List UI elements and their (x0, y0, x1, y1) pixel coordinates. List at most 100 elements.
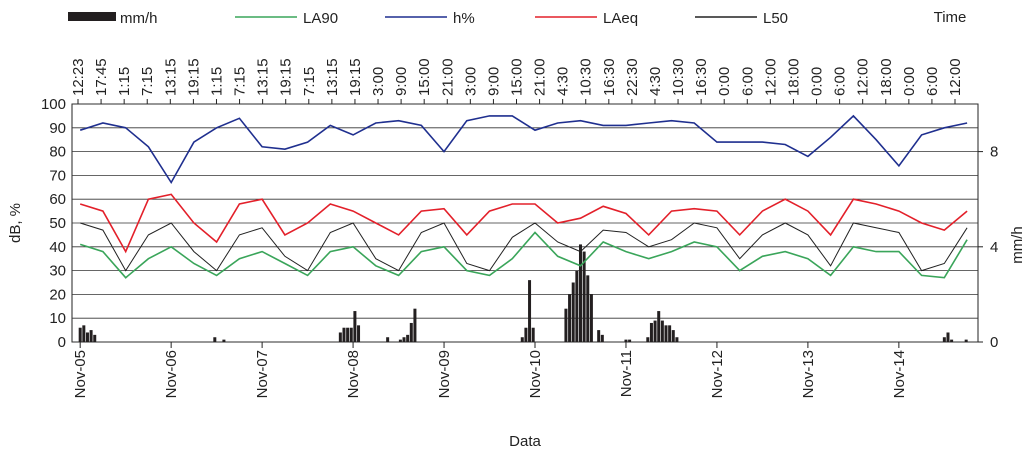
top-tick-label: 1:15 (208, 67, 225, 96)
rain-bar (82, 325, 86, 342)
x-tick-label: Nov-13 (800, 350, 817, 398)
top-tick-label: 16:30 (693, 58, 710, 96)
top-tick-label: 7:15 (232, 67, 249, 96)
rain-bar (668, 325, 672, 342)
rain-bar (946, 332, 950, 342)
y-tick-label: 100 (41, 96, 66, 113)
top-tick-label: 10:30 (578, 58, 595, 96)
rain-bar (657, 311, 661, 342)
rain-bar (353, 311, 357, 342)
rain-bar (524, 327, 528, 342)
x-tick-label: Nov-09 (436, 350, 453, 398)
y2-axis-title: mm/h (1009, 226, 1026, 264)
rain-bar (628, 339, 632, 342)
x-tick-label: Nov-11 (618, 350, 635, 397)
y-tick-label: 60 (49, 191, 66, 208)
rain-bar (528, 280, 532, 342)
y-tick-label: 40 (49, 239, 66, 256)
top-tick-label: 21:00 (439, 58, 456, 96)
legend-label: L50 (763, 10, 788, 27)
rain-bar (653, 320, 657, 342)
top-tick-label: 0:00 (901, 67, 918, 96)
y-axis-title: dB, % (7, 203, 24, 243)
y-tick-label: 70 (49, 167, 66, 184)
top-tick-label: 6:00 (924, 67, 941, 96)
rain-bar (589, 294, 593, 342)
x-tick-label: Nov-08 (345, 350, 362, 398)
top-tick-label: 9:00 (393, 67, 410, 96)
rain-bar (78, 327, 82, 342)
x-tick-label: Nov-10 (527, 350, 544, 398)
top-tick-label: 12:00 (947, 58, 964, 96)
top-tick-label: 19:15 (185, 58, 202, 96)
series-line (79, 114, 968, 185)
rain-bar (213, 337, 217, 342)
top-tick-label: 16:30 (601, 58, 618, 96)
series-line (79, 193, 968, 254)
top-tick-label: 22:30 (624, 58, 641, 96)
y2-tick-label: 8 (990, 144, 998, 161)
y-tick-label: 20 (49, 286, 66, 303)
y-tick-label: 90 (49, 120, 66, 137)
rain-bar (338, 332, 342, 342)
top-tick-label: 13:15 (324, 58, 341, 96)
top-tick-label: 7:15 (139, 67, 156, 96)
y2-tick-label: 0 (990, 334, 998, 351)
x-tick-label: Nov-14 (891, 350, 908, 398)
rain-bar (342, 327, 346, 342)
top-tick-label: 1:15 (116, 67, 133, 96)
x-tick-label: Nov-06 (163, 350, 180, 398)
rain-bar (646, 337, 650, 342)
rain-bar (571, 282, 575, 342)
top-tick-label: 19:15 (278, 58, 295, 96)
series-line (79, 231, 968, 279)
top-tick-label: 12:23 (70, 58, 87, 96)
rain-bar (386, 337, 390, 342)
rain-bar (349, 327, 353, 342)
y-tick-label: 10 (49, 310, 66, 327)
rain-bar (942, 337, 946, 342)
top-tick-label: 17:45 (93, 58, 110, 96)
top-tick-label: 12:00 (855, 58, 872, 96)
rain-bar (564, 308, 568, 342)
x-tick-label: Nov-05 (72, 350, 89, 398)
rain-bar (402, 337, 406, 342)
top-tick-label: 3:00 (370, 67, 387, 96)
top-tick-label: 3:00 (462, 67, 479, 96)
rain-bar (520, 337, 524, 342)
top-tick-label: 18:00 (878, 58, 895, 96)
rain-bar (964, 339, 968, 342)
legend-label: LAeq (603, 10, 638, 27)
rain-bar (671, 330, 675, 342)
legend-label: h% (453, 10, 475, 27)
rain-bar (664, 325, 668, 342)
rain-bar (89, 330, 93, 342)
top-tick-label: 0:00 (809, 67, 826, 96)
legend-label: mm/h (120, 10, 158, 27)
top-tick-label: 4:30 (555, 67, 572, 96)
top-tick-label: 4:30 (647, 67, 664, 96)
top-tick-label: 6:00 (739, 67, 756, 96)
rain-bar (531, 327, 535, 342)
rain-bar (578, 244, 582, 342)
rain-bar (575, 270, 579, 342)
rain-bar (649, 322, 653, 342)
top-tick-label: 6:00 (832, 67, 849, 96)
rain-bar (950, 339, 954, 342)
rain-bar (582, 251, 586, 342)
rain-bar (660, 320, 664, 342)
top-tick-label: 10:30 (670, 58, 687, 96)
x-tick-label: Nov-07 (254, 350, 271, 398)
series-line (80, 222, 968, 272)
top-tick-label: 13:15 (162, 58, 179, 96)
top-tick-label: 9:00 (485, 67, 502, 96)
rain-bar (357, 325, 361, 342)
top-tick-label: 15:00 (509, 58, 526, 96)
rain-bar (597, 330, 601, 342)
rain-bar (568, 294, 572, 342)
top-tick-label: 19:15 (347, 58, 364, 96)
y-tick-label: 30 (49, 263, 66, 280)
rain-bar (346, 327, 350, 342)
y-tick-label: 80 (49, 144, 66, 161)
